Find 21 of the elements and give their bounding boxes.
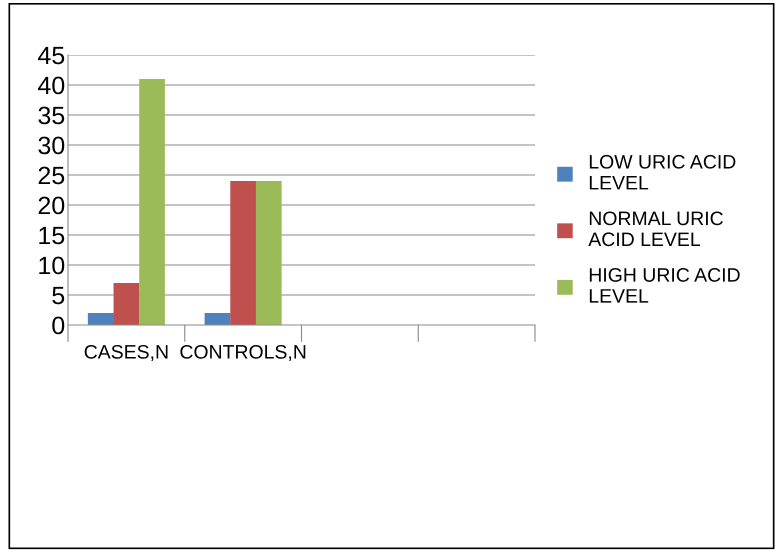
y-tick-label: 35 (38, 106, 64, 124)
bar (114, 283, 140, 325)
legend-label: NORMAL URIC ACID LEVEL (588, 211, 723, 246)
y-tick-label: 10 (39, 256, 64, 274)
y-tick-label: 45 (38, 46, 64, 64)
x-tick-label: CONTROLS,N (180, 344, 306, 362)
bar (256, 181, 282, 325)
y-tick-label: 0 (52, 316, 64, 334)
y-tick-label: 15 (39, 226, 64, 244)
bar (204, 313, 230, 325)
bar (230, 181, 256, 325)
y-tick-label: 30 (38, 136, 64, 154)
legend-label: HIGH URIC ACID LEVEL (590, 268, 740, 303)
y-tick-label: 25 (38, 166, 64, 184)
y-tick-label: 5 (52, 286, 64, 304)
y-tick-label: 20 (38, 196, 64, 214)
bar (139, 79, 165, 325)
y-tick-label: 40 (38, 76, 64, 94)
x-tick-label: CASES,N (84, 344, 168, 362)
bar (88, 313, 114, 325)
legend-label: LOW URIC ACID LEVEL (590, 154, 736, 190)
